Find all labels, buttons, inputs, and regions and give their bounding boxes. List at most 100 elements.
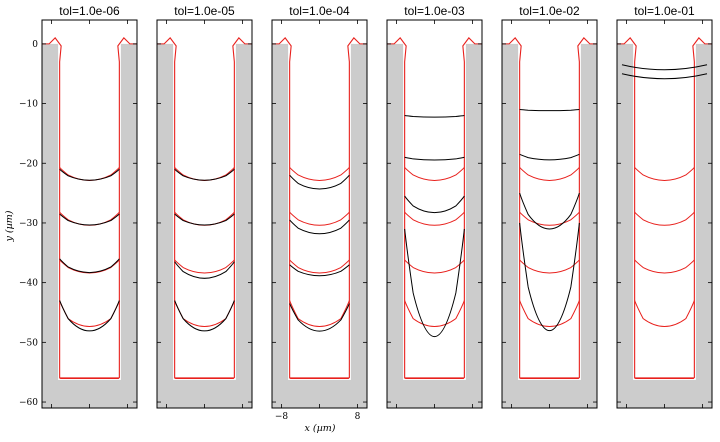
reference-front <box>519 211 580 226</box>
y-tick-label: −30 <box>19 219 38 229</box>
substrate-right <box>465 43 482 408</box>
solution-front <box>174 300 235 332</box>
reference-front <box>59 211 120 226</box>
solution-front <box>621 73 708 80</box>
y-tick-label: −60 <box>19 398 38 408</box>
y-tick-label: −20 <box>19 159 38 169</box>
y-axis-label: y (µm) <box>4 210 15 242</box>
x-axis: −8 8 <box>275 412 361 422</box>
reference-outline-right <box>692 37 712 378</box>
panel-title: tol=1.0e-06 <box>59 4 120 18</box>
reference-front <box>174 300 235 327</box>
solution-front <box>621 64 708 71</box>
substrate-bottom <box>157 379 252 408</box>
reference-front <box>59 300 120 327</box>
substrate-left <box>157 43 174 408</box>
substrate-right <box>235 43 252 408</box>
reference-front <box>519 259 580 274</box>
panel-plot-area <box>502 37 597 408</box>
y-axis: 0 −10 −20 −30 −40 −50 −60 <box>19 40 38 408</box>
panel-plot-area <box>617 37 712 408</box>
reference-outline-right <box>462 37 482 378</box>
substrate-left <box>42 43 59 408</box>
substrate-left <box>272 43 289 408</box>
reference-front <box>289 167 350 181</box>
solution-front <box>174 168 235 181</box>
reference-front <box>519 300 580 327</box>
substrate-right <box>120 43 137 408</box>
panel-plot-area <box>42 37 137 408</box>
solution-front <box>59 168 120 181</box>
solution-front <box>59 258 120 274</box>
y-tick-label: −40 <box>19 279 38 289</box>
substrate-left <box>502 43 519 408</box>
reference-front <box>289 300 350 327</box>
reference-front <box>634 259 695 274</box>
reference-front <box>289 259 350 274</box>
substrate-bottom <box>272 379 367 408</box>
solution-front <box>174 213 235 226</box>
panel-1: tol=1.0e-06 <box>41 4 138 409</box>
reference-front <box>404 300 465 327</box>
panel-title: tol=1.0e-05 <box>174 4 235 18</box>
substrate-right <box>695 43 712 408</box>
reference-front <box>634 300 695 327</box>
panel-plot-area <box>387 37 482 408</box>
reference-front <box>174 167 235 181</box>
panel-title: tol=1.0e-04 <box>289 4 350 18</box>
panel-6: tol=1.0e-01 <box>616 4 713 409</box>
panel-plot-area <box>272 37 367 408</box>
panel-plot-area <box>157 37 252 408</box>
substrate-left <box>617 43 634 408</box>
solution-front <box>289 303 350 332</box>
substrate-bottom <box>617 379 712 408</box>
solution-front <box>289 174 350 190</box>
substrate-right <box>580 43 597 408</box>
solution-front <box>289 264 350 277</box>
panel-title: tol=1.0e-02 <box>519 4 580 18</box>
panel-2: tol=1.0e-05 <box>156 4 253 409</box>
substrate-right <box>350 43 367 408</box>
x-tick-label: −8 <box>275 412 289 422</box>
reference-outline-right <box>117 37 137 378</box>
solution-front <box>519 109 580 112</box>
solution-front <box>289 219 350 235</box>
solution-front <box>404 195 465 214</box>
substrate-bottom <box>387 379 482 408</box>
reference-front <box>519 167 580 181</box>
reference-front <box>404 211 465 226</box>
panel-3: tol=1.0e-04 <box>271 4 368 409</box>
reference-front <box>404 259 465 274</box>
substrate-bottom <box>502 379 597 408</box>
substrate-bottom <box>42 379 137 408</box>
reference-front <box>174 259 235 274</box>
solution-front <box>404 228 465 338</box>
solution-front <box>404 115 465 118</box>
solution-front <box>519 222 580 332</box>
reference-front <box>634 211 695 226</box>
reference-front <box>404 167 465 181</box>
y-tick-label: 0 <box>32 40 38 50</box>
reference-front <box>289 211 350 226</box>
solution-front <box>404 156 465 161</box>
reference-outline-right <box>577 37 597 378</box>
solution-front <box>519 192 580 230</box>
panels-group: tol=1.0e-06 tol=1.0e-05 tol=1.0e-04 tol=1.0… <box>41 4 713 409</box>
y-tick-label: −10 <box>19 100 38 110</box>
y-tick-label: −50 <box>19 338 38 348</box>
panel-title: tol=1.0e-01 <box>634 4 695 18</box>
panel-title: tol=1.0e-03 <box>404 4 465 18</box>
panel-4: tol=1.0e-03 <box>386 4 483 409</box>
x-tick-label: 8 <box>355 412 361 422</box>
reference-front <box>59 259 120 274</box>
substrate-left <box>387 43 404 408</box>
reference-front <box>634 167 695 181</box>
panel-5: tol=1.0e-02 <box>501 4 598 409</box>
reference-outline-right <box>347 37 367 378</box>
reference-outline-right <box>232 37 252 378</box>
solution-front <box>519 153 580 161</box>
reference-front <box>59 167 120 181</box>
solution-front <box>174 261 235 279</box>
solution-front <box>59 300 120 332</box>
